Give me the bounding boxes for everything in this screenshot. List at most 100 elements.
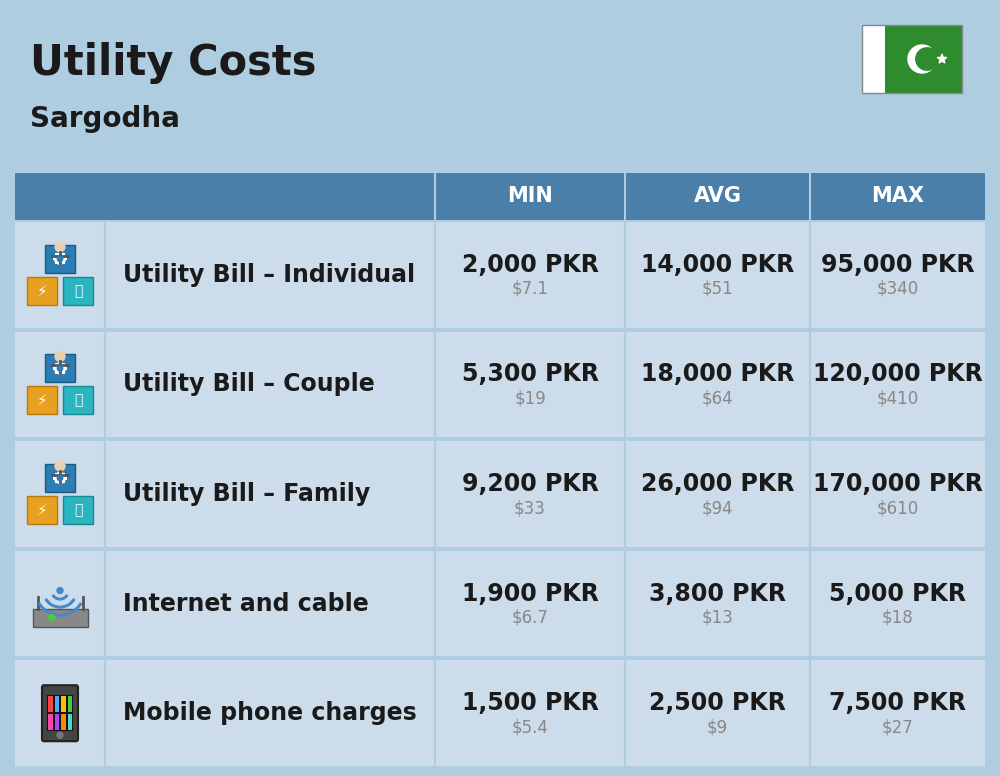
Text: 🔄: 🔄 <box>74 393 82 407</box>
Polygon shape <box>55 363 65 374</box>
Text: 3,800 PKR: 3,800 PKR <box>649 581 786 605</box>
Text: Utility Costs: Utility Costs <box>30 42 316 84</box>
Bar <box>55 473 58 476</box>
Text: Mobile phone charges: Mobile phone charges <box>123 702 417 726</box>
Text: $7.1: $7.1 <box>512 280 548 298</box>
Bar <box>15 660 985 766</box>
Bar <box>62 363 65 366</box>
Text: $5.4: $5.4 <box>512 719 548 736</box>
Bar <box>62 261 65 264</box>
Text: 🔄: 🔄 <box>74 503 82 517</box>
Bar <box>53 476 56 480</box>
Bar <box>68 714 72 730</box>
Circle shape <box>57 733 63 738</box>
Text: 120,000 PKR: 120,000 PKR <box>813 362 982 386</box>
Text: $64: $64 <box>702 390 733 407</box>
Text: AVG: AVG <box>694 186 742 206</box>
Bar <box>58 263 62 265</box>
Text: $27: $27 <box>882 719 913 736</box>
Bar <box>862 25 962 93</box>
Wedge shape <box>37 602 83 617</box>
Bar <box>62 371 65 374</box>
Text: 1,900 PKR: 1,900 PKR <box>462 581 598 605</box>
Text: 🔄: 🔄 <box>74 284 82 298</box>
Bar <box>64 258 67 260</box>
Text: ⚡: ⚡ <box>37 283 47 298</box>
Bar <box>885 25 962 93</box>
Polygon shape <box>55 473 65 483</box>
Text: $340: $340 <box>876 280 919 298</box>
Text: $19: $19 <box>514 390 546 407</box>
Bar <box>45 464 75 492</box>
Bar <box>15 442 985 547</box>
Polygon shape <box>937 54 947 63</box>
Bar <box>32 608 88 626</box>
Polygon shape <box>57 365 63 371</box>
Bar <box>55 261 58 264</box>
Bar <box>61 714 66 730</box>
Bar <box>68 696 72 712</box>
Bar <box>63 496 93 524</box>
Polygon shape <box>908 45 936 73</box>
Bar <box>62 473 65 476</box>
Polygon shape <box>57 256 63 262</box>
Text: Sargodha: Sargodha <box>30 105 180 133</box>
Bar <box>58 471 62 474</box>
Circle shape <box>57 587 63 594</box>
Text: 26,000 PKR: 26,000 PKR <box>641 472 794 496</box>
Bar <box>63 277 93 305</box>
Text: 9,200 PKR: 9,200 PKR <box>462 472 598 496</box>
Bar <box>55 363 58 366</box>
Bar <box>58 252 62 255</box>
Bar <box>58 372 62 376</box>
Text: 14,000 PKR: 14,000 PKR <box>641 253 794 277</box>
Text: $13: $13 <box>702 608 733 626</box>
Bar <box>45 244 75 273</box>
Bar <box>55 480 58 483</box>
Bar <box>54 696 59 712</box>
Bar <box>55 254 58 257</box>
Bar <box>27 496 57 524</box>
Text: $9: $9 <box>707 719 728 736</box>
Bar <box>54 714 59 730</box>
Bar <box>48 714 52 730</box>
Text: 1,500 PKR: 1,500 PKR <box>462 691 598 715</box>
Text: $410: $410 <box>876 390 919 407</box>
Text: MIN: MIN <box>507 186 553 206</box>
Text: 7,500 PKR: 7,500 PKR <box>829 691 966 715</box>
Bar <box>27 386 57 414</box>
Circle shape <box>55 352 65 362</box>
Bar <box>15 173 985 220</box>
FancyBboxPatch shape <box>42 685 78 741</box>
Text: 2,000 PKR: 2,000 PKR <box>462 253 598 277</box>
Bar <box>48 696 52 712</box>
Text: Utility Bill – Family: Utility Bill – Family <box>123 482 370 506</box>
Bar <box>45 355 75 383</box>
Bar <box>862 25 885 93</box>
Text: $51: $51 <box>702 280 733 298</box>
Polygon shape <box>916 48 938 70</box>
Bar <box>61 696 66 712</box>
Text: $33: $33 <box>514 499 546 517</box>
Text: 18,000 PKR: 18,000 PKR <box>641 362 794 386</box>
Circle shape <box>55 242 65 251</box>
Text: Utility Bill – Couple: Utility Bill – Couple <box>123 372 375 397</box>
Bar <box>47 695 73 731</box>
Text: $610: $610 <box>876 499 919 517</box>
Bar <box>53 258 56 260</box>
Bar <box>55 371 58 374</box>
Text: Utility Bill – Individual: Utility Bill – Individual <box>123 263 415 287</box>
Bar <box>15 222 985 327</box>
Bar <box>15 331 985 437</box>
Wedge shape <box>51 594 69 601</box>
Text: MAX: MAX <box>871 186 924 206</box>
Circle shape <box>49 615 55 621</box>
Bar <box>15 551 985 656</box>
Text: 5,000 PKR: 5,000 PKR <box>829 581 966 605</box>
Circle shape <box>55 461 65 471</box>
Bar <box>62 480 65 483</box>
Text: ⚡: ⚡ <box>37 393 47 408</box>
Bar <box>64 367 67 370</box>
Polygon shape <box>55 254 65 264</box>
Bar <box>63 386 93 414</box>
